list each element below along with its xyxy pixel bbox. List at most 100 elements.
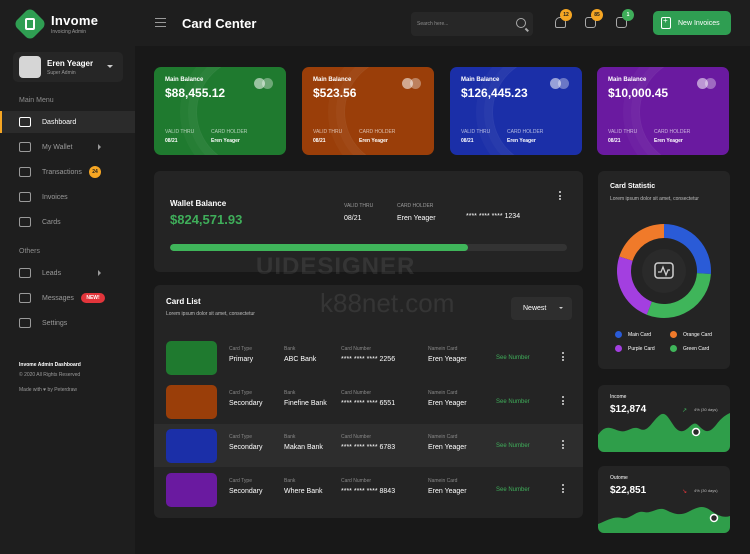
legend-label: Main Card xyxy=(628,331,652,338)
main-menu-label: Main Menu xyxy=(19,97,54,104)
profile-switcher[interactable]: Eren Yeager Super Admin xyxy=(13,52,123,82)
table-row[interactable]: Card Type Secondary Bank Makan Bank Card Num… xyxy=(154,424,583,467)
footer-credit: Made with ♥ by Peterdraw xyxy=(19,387,77,393)
sidebar-item-leads[interactable]: Leads xyxy=(0,262,135,284)
legend-item: Main Card xyxy=(615,331,651,338)
legend-swatch xyxy=(670,345,677,352)
col-bank-label: Bank xyxy=(284,434,296,440)
search-icon[interactable] xyxy=(516,18,526,28)
col-type-label: Card Type xyxy=(229,478,252,484)
sidebar-item-settings[interactable]: Settings xyxy=(0,312,135,334)
card-label: Main Balance xyxy=(313,77,352,83)
card-network-icon xyxy=(254,78,274,89)
more-options-icon[interactable] xyxy=(562,440,565,451)
bank-card[interactable]: Main Balance $523.56 VALID THRU CARD HOLDER… xyxy=(302,67,434,155)
mail-icon[interactable] xyxy=(585,17,596,28)
wallet-valid: 08/21 xyxy=(344,215,362,222)
donut-slice-purple-card xyxy=(617,256,652,315)
col-name-label: Namein Card xyxy=(428,478,458,484)
brand[interactable]: Invome Invoicing Admin xyxy=(13,7,98,41)
trend-up-icon: ↗ xyxy=(682,408,688,414)
more-options-icon[interactable] xyxy=(562,352,565,363)
card-thumbnail xyxy=(166,473,217,507)
card-number: **** **** **** 2256 xyxy=(341,356,396,363)
message-icon xyxy=(19,293,31,303)
sort-dropdown[interactable]: Newest xyxy=(511,297,572,320)
wallet-amount: $824,571.93 xyxy=(170,212,243,227)
card-valid-label: VALID THRU xyxy=(608,129,638,135)
sidebar-item-my-wallet[interactable]: My Wallet xyxy=(0,136,135,158)
wallet-title: Wallet Balance xyxy=(170,199,227,208)
watermark: UIDESIGNER xyxy=(256,253,416,280)
sidebar-item-cards[interactable]: Cards xyxy=(0,211,135,233)
sidebar-item-label: Transactions xyxy=(42,168,82,176)
card-statistic-title: Card Statistic xyxy=(610,183,656,190)
search-box xyxy=(411,12,533,36)
sidebar-item-label: Settings xyxy=(42,319,68,327)
transactions-icon xyxy=(19,167,31,177)
legend-item: Green Card xyxy=(670,345,709,352)
table-row[interactable]: Card Type Secondary Bank Where Bank Card Num… xyxy=(154,468,583,511)
bank-name: ABC Bank xyxy=(284,356,317,363)
wallet-progress-fill xyxy=(170,244,468,251)
sidebar-item-invoices[interactable]: Invoices xyxy=(0,186,135,208)
legend-label: Green Card xyxy=(683,345,710,352)
new-invoices-button[interactable]: New Invoices xyxy=(653,11,731,35)
wallet-progress-bar xyxy=(170,244,567,251)
others-label: Others xyxy=(19,248,41,255)
search-input[interactable] xyxy=(417,19,497,29)
new-invoices-label: New Invoices xyxy=(678,19,720,27)
hamburger-menu-icon[interactable] xyxy=(155,18,166,27)
chevron-down-icon xyxy=(559,307,563,309)
card-holder: Eren Yeager xyxy=(359,138,388,144)
activity-icon xyxy=(654,262,674,279)
sidebar-item-label: Leads xyxy=(42,269,62,277)
bank-card[interactable]: Main Balance $10,000.45 VALID THRU CARD HOL… xyxy=(597,67,729,155)
legend-item: Purple Card xyxy=(615,345,655,352)
card-icon xyxy=(19,217,31,227)
card-holder-label: CARD HOLDER xyxy=(507,129,544,135)
col-type-label: Card Type xyxy=(229,346,252,352)
see-number-link[interactable]: See Number xyxy=(496,355,530,361)
card-holder-label: CARD HOLDER xyxy=(654,129,691,135)
card-number: **** **** **** 8843 xyxy=(341,488,396,495)
table-row[interactable]: Card Type Secondary Bank Finefine Bank Card … xyxy=(154,380,583,423)
donut-chart xyxy=(617,224,711,318)
card-pattern xyxy=(344,67,434,155)
card-thumbnail xyxy=(166,385,217,419)
donut-slice-green-card xyxy=(646,273,711,318)
card-thumbnail xyxy=(166,341,217,375)
card-list-panel: Card List Lorem ipsum dolor sit amet, co… xyxy=(154,285,583,518)
see-number-link[interactable]: See Number xyxy=(496,487,530,493)
chevron-down-icon xyxy=(107,65,113,68)
add-document-icon xyxy=(661,16,671,29)
col-number-label: Card Number xyxy=(341,434,372,440)
cart-icon[interactable] xyxy=(616,17,627,28)
see-number-link[interactable]: See Number xyxy=(496,443,530,449)
see-number-link[interactable]: See Number xyxy=(496,399,530,405)
more-options-icon[interactable] xyxy=(562,484,565,495)
sidebar-item-dashboard[interactable]: Dashboard xyxy=(0,111,135,133)
profile-role: Super Admin xyxy=(47,69,76,76)
chevron-right-icon xyxy=(98,144,101,150)
col-type-label: Card Type xyxy=(229,434,252,440)
chevron-right-icon xyxy=(98,270,101,276)
bank-card[interactable]: Main Balance $88,455.12 VALID THRU CARD HOL… xyxy=(154,67,286,155)
table-row[interactable]: Card Type Primary Bank ABC Bank Card Number *… xyxy=(154,336,583,379)
bank-card[interactable]: Main Balance $126,445.23 VALID THRU CARD HO… xyxy=(450,67,582,155)
legend-label: Orange Card xyxy=(683,331,712,338)
brand-subtitle: Invoicing Admin xyxy=(51,29,87,35)
outcome-amount: $22,851 xyxy=(610,485,647,496)
sidebar-item-transactions[interactable]: Transactions 24 xyxy=(0,161,135,183)
notification-badge: 12 xyxy=(560,9,572,21)
settings-icon xyxy=(19,318,31,328)
user-icon xyxy=(19,268,31,278)
col-name-label: Namein Card xyxy=(428,346,458,352)
sort-label: Newest xyxy=(523,305,547,312)
sidebar-item-messages[interactable]: Messages NEW! xyxy=(0,287,135,309)
income-amount: $12,874 xyxy=(610,404,647,415)
name-on-card: Eren Yeager xyxy=(428,400,467,407)
income-note: 4% (30 days) xyxy=(694,407,718,412)
more-options-icon[interactable] xyxy=(562,396,565,407)
more-options-icon[interactable] xyxy=(559,191,562,202)
